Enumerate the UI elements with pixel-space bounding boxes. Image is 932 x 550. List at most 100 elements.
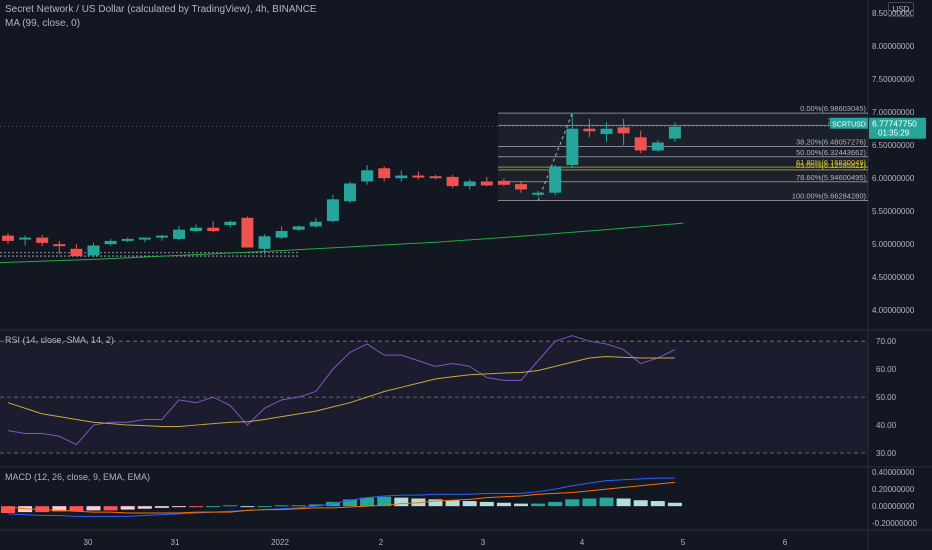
candle-body [138, 237, 151, 240]
candle-body [241, 217, 254, 248]
macd-histogram-bar [548, 501, 563, 507]
candle-body [515, 184, 527, 190]
candle-body [497, 180, 510, 185]
currency-button[interactable]: USD [888, 2, 914, 17]
candle-body [207, 227, 220, 231]
fib-level-label: 100.00%(5.66284280) [792, 191, 867, 200]
macd-tick-label: 0.40000000 [872, 468, 915, 477]
candle-body [446, 176, 459, 187]
macd-histogram-bar [120, 506, 135, 510]
macd-histogram-bar [172, 506, 186, 508]
macd-histogram-bar [394, 497, 409, 507]
macd-histogram-bar [52, 506, 67, 512]
candle-body [121, 238, 134, 241]
fib-level-label: 0.00%(6.98603045) [800, 104, 866, 113]
candle-body [463, 181, 476, 187]
rsi-tick-label: 60.00 [876, 365, 897, 374]
candle-body [258, 236, 271, 249]
x-tick-label: 5 [681, 538, 686, 547]
candle-body [19, 237, 32, 240]
candle-body [395, 175, 408, 179]
candle-body [104, 240, 117, 245]
candle-body [378, 168, 391, 179]
macd-histogram-bar [565, 499, 580, 507]
macd-histogram-bar [257, 506, 272, 508]
signal-line [7, 481, 675, 514]
candle-body [412, 175, 425, 178]
macd-histogram-bar [650, 501, 665, 507]
candle-body [344, 183, 356, 202]
x-tick-label: 30 [84, 538, 93, 547]
bar-countdown: 01:35:29 [878, 129, 910, 138]
y-tick-label: 8.00000000 [872, 42, 915, 51]
fib-trend-line [537, 112, 573, 201]
ma-legend: MA (99, close, 0) [5, 18, 81, 29]
macd-histogram-bar [308, 504, 323, 507]
macd-histogram-bar [206, 506, 221, 508]
x-tick-label: 3 [481, 538, 486, 547]
macd-histogram-bar [154, 506, 169, 508]
y-tick-label: 4.00000000 [872, 306, 915, 315]
chart-title: Secret Network / US Dollar (calculated b… [5, 4, 317, 15]
candle-body [361, 170, 374, 182]
x-tick-label: 2 [379, 538, 384, 547]
fib-level-label: 61.80%(6.16830049) [796, 158, 867, 167]
macd-histogram-bar [223, 505, 238, 507]
macd-histogram-bar [667, 502, 682, 507]
macd-histogram-bar [582, 498, 597, 507]
rsi-tick-label: 30.00 [876, 449, 897, 458]
macd-histogram-bar [496, 502, 511, 507]
candle-body [617, 127, 630, 134]
last-price-value: 6.77747750 [872, 119, 917, 129]
candle-body [480, 181, 493, 186]
y-tick-label: 5.50000000 [872, 207, 915, 216]
candle-body [53, 244, 66, 247]
macd-histogram-bar [343, 499, 357, 507]
price-badge [869, 117, 926, 139]
macd-histogram-bar [103, 506, 118, 511]
macd-histogram-bar [377, 496, 392, 507]
candle-body [566, 128, 579, 165]
y-tick-label: 8.50000000 [872, 9, 915, 18]
macd-histogram-bar [445, 500, 460, 507]
macd-histogram-bar [137, 506, 152, 509]
y-tick-label: 6.00000000 [872, 174, 915, 183]
macd-histogram-bar [240, 506, 255, 508]
fib-level-label: 38.20%(6.48057276) [796, 137, 867, 146]
candle-body [36, 237, 49, 243]
candle-body [309, 221, 322, 227]
y-tick-label: 4.50000000 [872, 273, 915, 282]
rsi-tick-label: 40.00 [876, 421, 897, 430]
macd-histogram-bar [189, 506, 204, 508]
y-tick-label: 7.00000000 [872, 108, 915, 117]
x-tick-label: 31 [171, 538, 180, 547]
macd-tick-label: 0.20000000 [872, 485, 915, 494]
candle-body [651, 142, 664, 151]
rsi-tick-label: 70.00 [876, 337, 897, 346]
macd-histogram-bar [531, 503, 546, 507]
macd-legend: MACD (12, 26, close, 9, EMA, EMA) [5, 472, 150, 482]
x-tick-label: 4 [580, 538, 585, 547]
candle-body [583, 128, 596, 132]
rsi-line [7, 335, 676, 446]
candle-body [600, 128, 613, 134]
macd-tick-label: -0.20000000 [872, 519, 917, 528]
fib-level-label: 65.00%(6.12595821) [796, 161, 867, 170]
candle-body [326, 199, 339, 222]
macd-histogram-bar [514, 503, 528, 507]
candle-body [155, 235, 168, 238]
candle-body [429, 176, 442, 179]
macd-histogram-bar [479, 501, 494, 507]
candle-body [190, 227, 203, 231]
candle-body [275, 231, 288, 238]
ma-line [0, 222, 684, 264]
macd-histogram-bar [274, 505, 289, 507]
symbol-tag-label: SCRTUSD [832, 122, 866, 129]
candle-body [224, 221, 237, 226]
macd-histogram-bar [633, 500, 648, 507]
macd-histogram-bar [291, 505, 306, 507]
fib-level-label: 78.60%(5.94600495) [796, 173, 867, 182]
candle-body [634, 137, 647, 151]
macd-line [7, 477, 675, 517]
